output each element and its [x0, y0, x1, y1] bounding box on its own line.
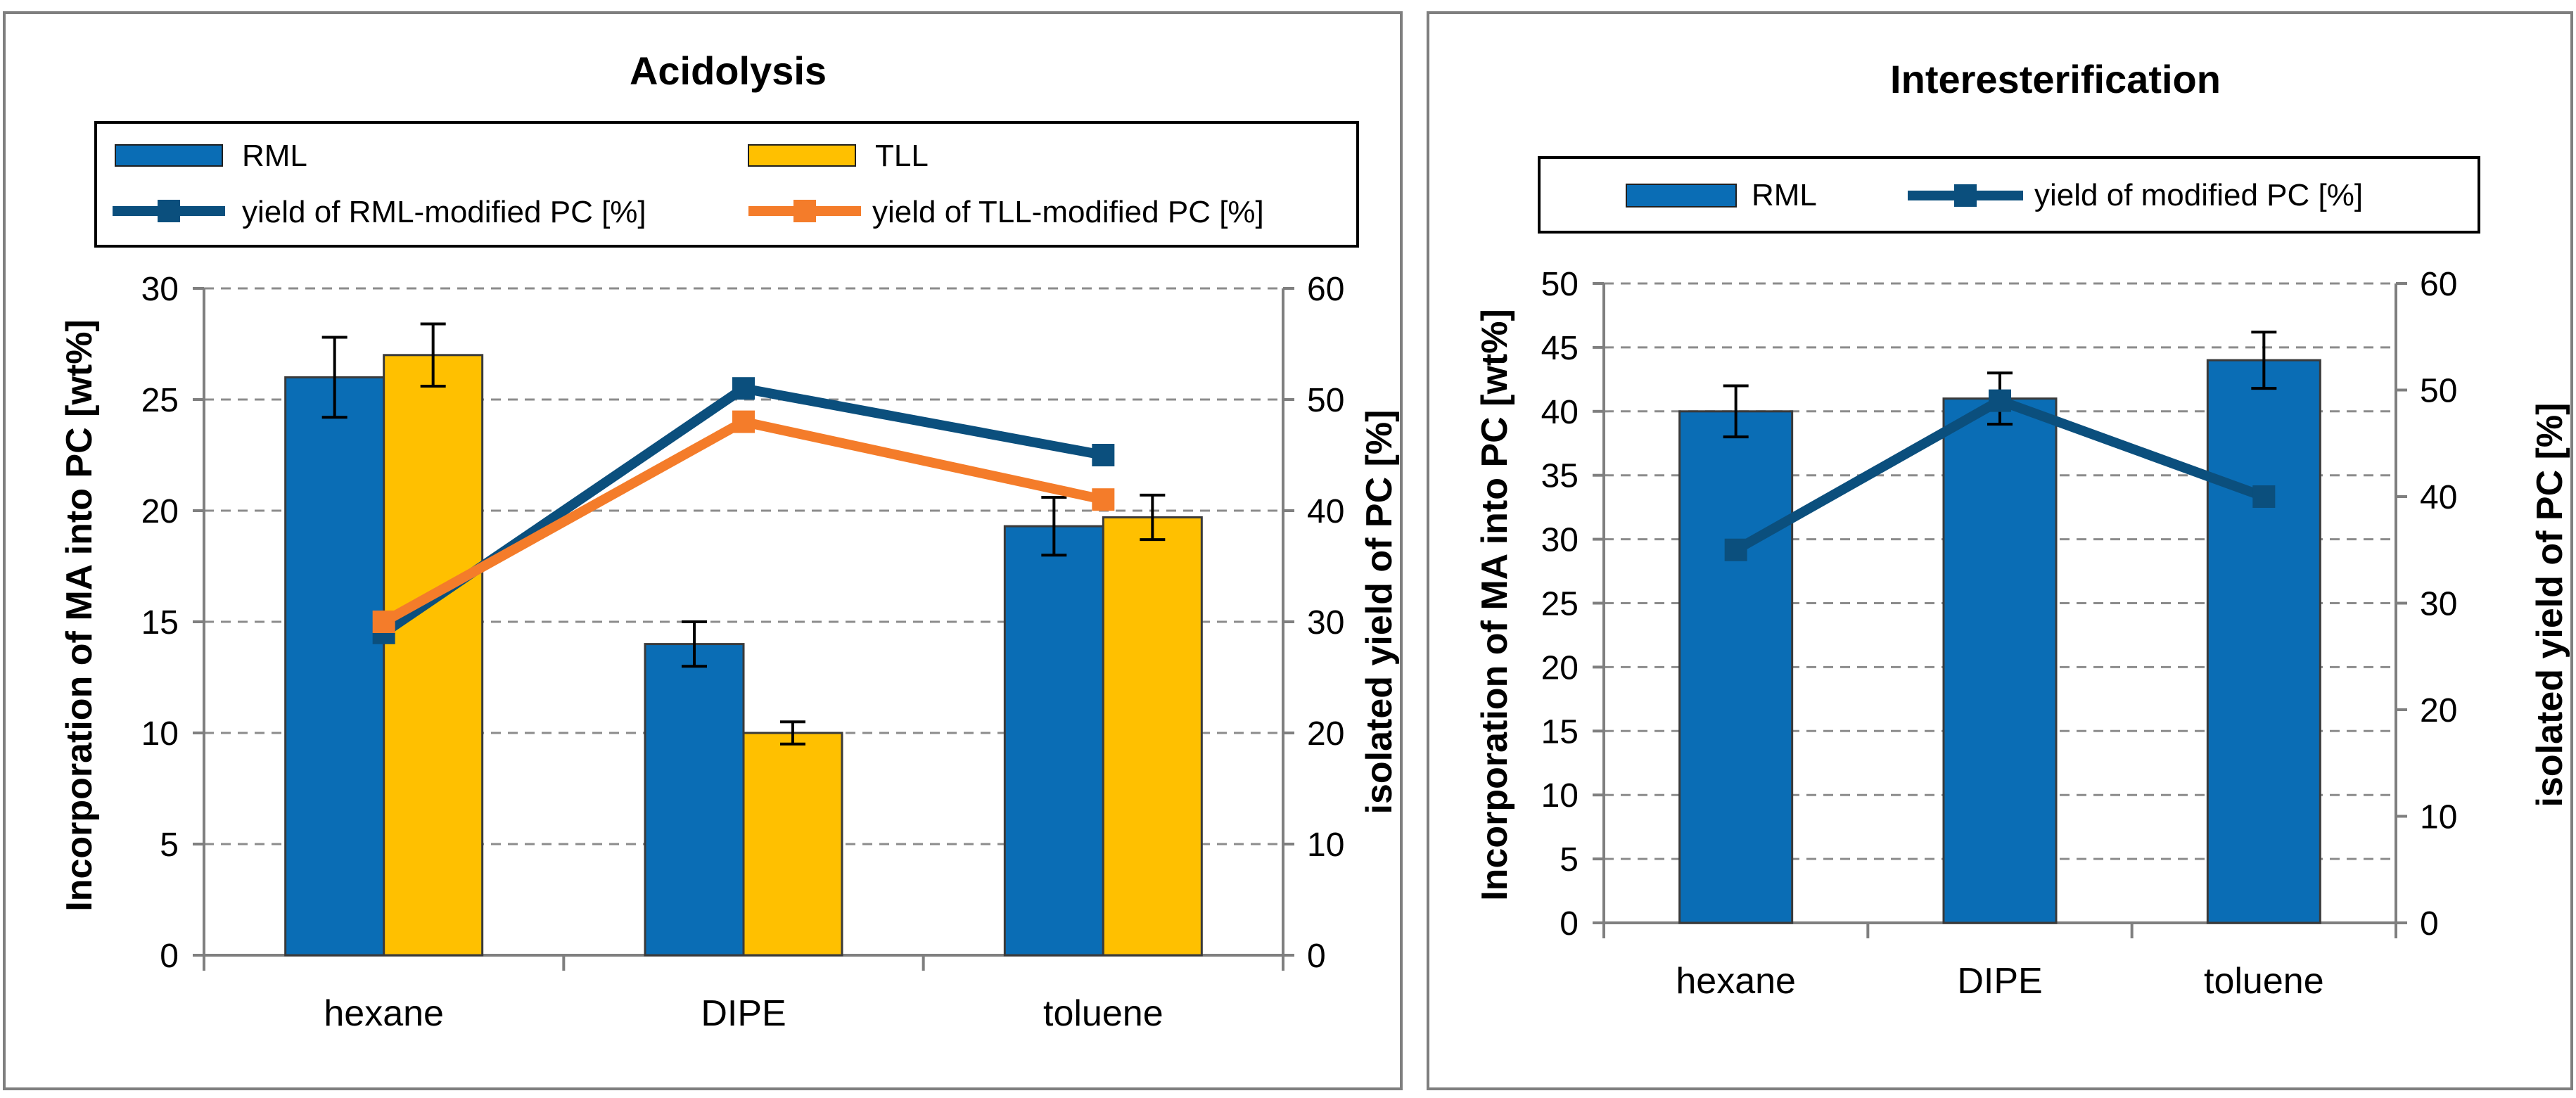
interesterification-y-axis-title: Incorporation of MA into PC [wt%]	[1474, 309, 1515, 901]
interesterification-y-tick-label: 15	[1541, 713, 1579, 751]
interesterification-y2-tick-label: 40	[2420, 479, 2457, 516]
interesterification-category-label: toluene	[2204, 961, 2324, 1002]
acidolysis-bar-rml	[284, 376, 385, 957]
acidolysis-line-marker	[1092, 444, 1115, 466]
acidolysis-line-marker	[372, 611, 395, 633]
acidolysis-y-tick-label: 30	[141, 271, 179, 308]
interesterification-y-tick-label: 5	[1560, 841, 1579, 879]
legend-swatch-rml	[115, 144, 223, 167]
acidolysis-line-marker	[732, 377, 755, 400]
acidolysis-y-axis-title: Incorporation of MA into PC [wt%]	[59, 319, 100, 912]
acidolysis-bar-rml	[1003, 525, 1104, 957]
interesterification-y-tick-label: 40	[1541, 394, 1579, 431]
acidolysis-line-marker	[732, 410, 755, 433]
interesterification-y-tick-label: 10	[1541, 777, 1579, 815]
interesterification-y2-tick-label: 30	[2420, 586, 2457, 623]
acidolysis-bar-tll	[1102, 516, 1203, 957]
interesterification-y2-tick-label: 20	[2420, 692, 2457, 729]
interesterification-line-marker	[2252, 485, 2276, 508]
interesterification-y-tick-label: 0	[1560, 905, 1579, 943]
acidolysis-y2-tick-label: 40	[1307, 493, 1344, 530]
acidolysis-y-tick-label: 20	[141, 493, 179, 530]
legend-marker-rml-yield	[158, 200, 180, 222]
legend-label-rml-yield: yield of RML-modified PC [%]	[242, 195, 646, 229]
acidolysis-category-label: hexane	[324, 993, 444, 1034]
acidolysis-bar-rml	[644, 643, 745, 957]
legend-marker-tll-yield	[793, 200, 816, 222]
acidolysis-plot-area: 0 5 10 15 20 25 30 0 10 20 30 40 50 60 hexane DIPE tolue…	[141, 271, 1345, 1034]
interesterification-y-tick-label: 45	[1541, 330, 1579, 367]
acidolysis-legend	[94, 121, 1359, 248]
interesterification-y2-tick-label: 50	[2420, 373, 2457, 410]
acidolysis-y2-tick-label: 0	[1307, 938, 1326, 975]
legend-swatch-tll	[748, 144, 856, 167]
acidolysis-y2-tick-label: 30	[1307, 604, 1344, 641]
acidolysis-bar-tll	[742, 732, 843, 957]
acidolysis-y-tick-label: 15	[141, 604, 179, 641]
acidolysis-y-tick-label: 10	[141, 715, 179, 753]
acidolysis-line-marker	[1092, 488, 1115, 511]
acidolysis-y2-tick-label: 50	[1307, 382, 1344, 419]
interesterification-bar-rml	[2206, 359, 2321, 924]
interesterification-y2-tick-label: 10	[2420, 799, 2457, 836]
interesterification-bar-rml	[1942, 397, 2058, 924]
interesterification-category-label: DIPE	[1957, 961, 2042, 1002]
interesterification-y-tick-label: 50	[1541, 266, 1579, 303]
acidolysis-bar-tll	[383, 354, 484, 957]
acidolysis-y2-tick-label: 20	[1307, 715, 1344, 753]
acidolysis-chart-title: Acidolysis	[630, 49, 827, 93]
acidolysis-y-tick-label: 25	[141, 382, 179, 419]
interesterification-category-label: hexane	[1676, 961, 1796, 1002]
interesterification-y2-axis-title: isolated yield of PC [%]	[2530, 403, 2570, 807]
interesterification-y2-tick-label: 0	[2420, 905, 2439, 943]
interesterification-bar-rml	[1678, 410, 1794, 924]
legend-label-rml-inter: RML	[1752, 178, 1817, 212]
interesterification-y-tick-label: 35	[1541, 458, 1579, 495]
acidolysis-category-label: toluene	[1043, 993, 1163, 1034]
legend-label-rml: RML	[242, 139, 307, 173]
interesterification-y-tick-label: 20	[1541, 649, 1579, 687]
interesterification-y2-tick-label: 60	[2420, 266, 2457, 303]
acidolysis-y2-tick-label: 60	[1307, 271, 1344, 308]
legend-label-modified-yield: yield of modified PC [%]	[2034, 178, 2363, 212]
interesterification-y-tick-label: 30	[1541, 522, 1579, 559]
legend-swatch-rml-inter	[1626, 184, 1737, 208]
legend-label-tll: TLL	[875, 139, 929, 173]
acidolysis-y-tick-label: 5	[160, 826, 179, 864]
acidolysis-category-label: DIPE	[701, 993, 786, 1034]
legend-marker-modified-yield	[1954, 184, 1977, 207]
acidolysis-y2-tick-label: 10	[1307, 826, 1344, 864]
interesterification-line-marker	[1724, 538, 1747, 561]
acidolysis-y2-axis-title: isolated yield of PC [%]	[1359, 410, 1400, 815]
interesterification-chart-title: Interesterification	[1890, 57, 2221, 101]
legend-label-tll-yield: yield of TLL-modified PC [%]	[872, 195, 1264, 229]
interesterification-plot-area: 0 5 10 15 20 25 30 35 40 45 50 0 10 20 30 40 50 60 hexane D…	[1541, 266, 2458, 1002]
acidolysis-y-tick-label: 0	[160, 938, 179, 975]
interesterification-y-tick-label: 25	[1541, 586, 1579, 623]
interesterification-line-marker	[1989, 389, 2011, 412]
